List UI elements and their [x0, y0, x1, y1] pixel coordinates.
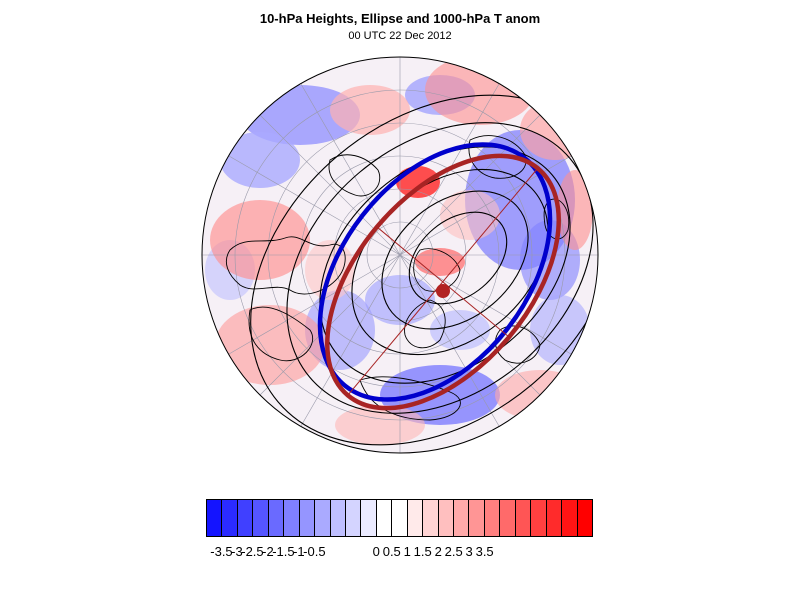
colorbar-box	[376, 500, 393, 536]
plot-title: 10-hPa Heights, Ellipse and 1000-hPa T a…	[259, 11, 541, 26]
colorbar-label: 0	[372, 544, 380, 559]
colorbar-label: -2.5	[241, 544, 264, 559]
colorbar-box	[577, 500, 592, 536]
colorbar-box	[500, 500, 516, 536]
ellipse-center-marker	[436, 284, 450, 298]
colorbar-label: 2.5	[444, 544, 463, 559]
graticule	[202, 57, 598, 453]
colorbar-label: -1	[293, 544, 305, 559]
colorbar	[206, 499, 593, 537]
colorbar-label: 1.5	[413, 544, 432, 559]
colorbar-box	[268, 500, 285, 536]
colorbar-box	[454, 500, 470, 536]
height-contours	[250, 94, 598, 446]
colorbar-box	[315, 500, 331, 536]
colorbar-label: -3.5	[210, 544, 233, 559]
colorbar-box	[207, 500, 223, 536]
fitted-ellipse	[325, 153, 561, 411]
colorbar-box	[546, 500, 563, 536]
colorbar-box	[330, 500, 346, 536]
colorbar-label: 2	[434, 544, 442, 559]
colorbar-box	[469, 500, 485, 536]
colorbar-box	[484, 500, 501, 536]
colorbar-box	[237, 500, 254, 536]
colorbar-box	[361, 500, 377, 536]
colorbar-box	[253, 500, 269, 536]
colorbar-label: 0.5	[382, 544, 401, 559]
colorbar-label: -0.5	[303, 544, 326, 559]
colorbar-box	[438, 500, 454, 536]
colorbar-label: -2	[262, 544, 274, 559]
vortex-contour-outline	[317, 142, 553, 402]
colorbar-box	[222, 500, 238, 536]
colorbar-box	[531, 500, 547, 536]
colorbar-label: -1.5	[272, 544, 295, 559]
colorbar-label: 3	[465, 544, 473, 559]
colorbar-box	[299, 500, 316, 536]
map-border	[201, 56, 599, 454]
colorbar-labels: -3.5 -3 -2.5 -2 -1.5 -1 -0.5 0 0.5 1 1.5 2 2.5 3 3.5	[0, 544, 800, 562]
colorbar-box	[392, 500, 408, 536]
colorbar-box	[515, 500, 532, 536]
colorbar-box	[284, 500, 300, 536]
colorbar-box	[407, 500, 424, 536]
colorbar-box	[562, 500, 578, 536]
colorbar-label: 3.5	[475, 544, 494, 559]
colorbar-box	[423, 500, 439, 536]
ellipse-axes	[347, 167, 539, 396]
colorbar-label: -3	[231, 544, 243, 559]
plot-subtitle: 00 UTC 22 Dec 2012	[348, 30, 452, 42]
colorbar-label: 1	[403, 544, 411, 559]
polar-map	[201, 56, 599, 454]
colorbar-box	[345, 500, 362, 536]
